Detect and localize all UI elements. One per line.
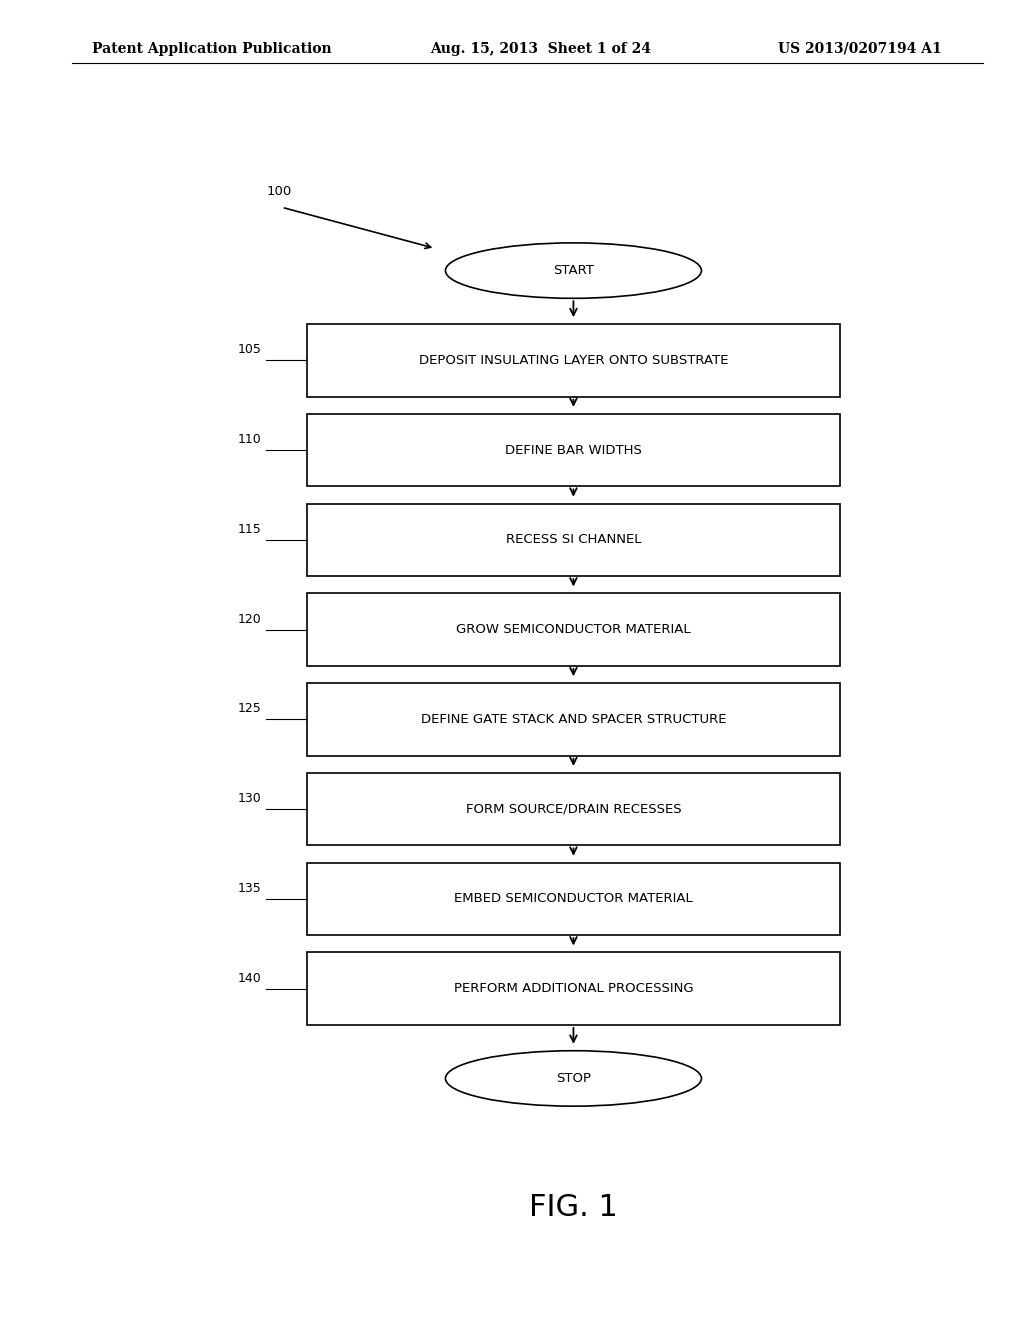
Text: RECESS SI CHANNEL: RECESS SI CHANNEL [506, 533, 641, 546]
Text: DEPOSIT INSULATING LAYER ONTO SUBSTRATE: DEPOSIT INSULATING LAYER ONTO SUBSTRATE [419, 354, 728, 367]
Text: 120: 120 [238, 612, 261, 626]
Ellipse shape [445, 243, 701, 298]
Text: START: START [553, 264, 594, 277]
FancyBboxPatch shape [307, 594, 840, 667]
Text: US 2013/0207194 A1: US 2013/0207194 A1 [778, 42, 942, 55]
Text: Patent Application Publication: Patent Application Publication [92, 42, 332, 55]
Text: 110: 110 [238, 433, 261, 446]
Text: STOP: STOP [556, 1072, 591, 1085]
Text: 105: 105 [238, 343, 261, 356]
Text: DEFINE GATE STACK AND SPACER STRUCTURE: DEFINE GATE STACK AND SPACER STRUCTURE [421, 713, 726, 726]
Text: 115: 115 [238, 523, 261, 536]
FancyBboxPatch shape [307, 413, 840, 486]
FancyBboxPatch shape [307, 323, 840, 396]
Text: 125: 125 [238, 702, 261, 715]
Text: FIG. 1: FIG. 1 [529, 1193, 617, 1222]
FancyBboxPatch shape [307, 684, 840, 755]
Text: 135: 135 [238, 882, 261, 895]
Text: FORM SOURCE/DRAIN RECESSES: FORM SOURCE/DRAIN RECESSES [466, 803, 681, 816]
FancyBboxPatch shape [307, 863, 840, 935]
Text: GROW SEMICONDUCTOR MATERIAL: GROW SEMICONDUCTOR MATERIAL [456, 623, 691, 636]
Text: 140: 140 [238, 972, 261, 985]
Text: 130: 130 [238, 792, 261, 805]
Ellipse shape [445, 1051, 701, 1106]
FancyBboxPatch shape [307, 503, 840, 576]
Text: EMBED SEMICONDUCTOR MATERIAL: EMBED SEMICONDUCTOR MATERIAL [454, 892, 693, 906]
Text: DEFINE BAR WIDTHS: DEFINE BAR WIDTHS [505, 444, 642, 457]
Text: Aug. 15, 2013  Sheet 1 of 24: Aug. 15, 2013 Sheet 1 of 24 [430, 42, 651, 55]
Text: PERFORM ADDITIONAL PROCESSING: PERFORM ADDITIONAL PROCESSING [454, 982, 693, 995]
FancyBboxPatch shape [307, 774, 840, 846]
Text: 100: 100 [266, 185, 292, 198]
FancyBboxPatch shape [307, 953, 840, 1024]
